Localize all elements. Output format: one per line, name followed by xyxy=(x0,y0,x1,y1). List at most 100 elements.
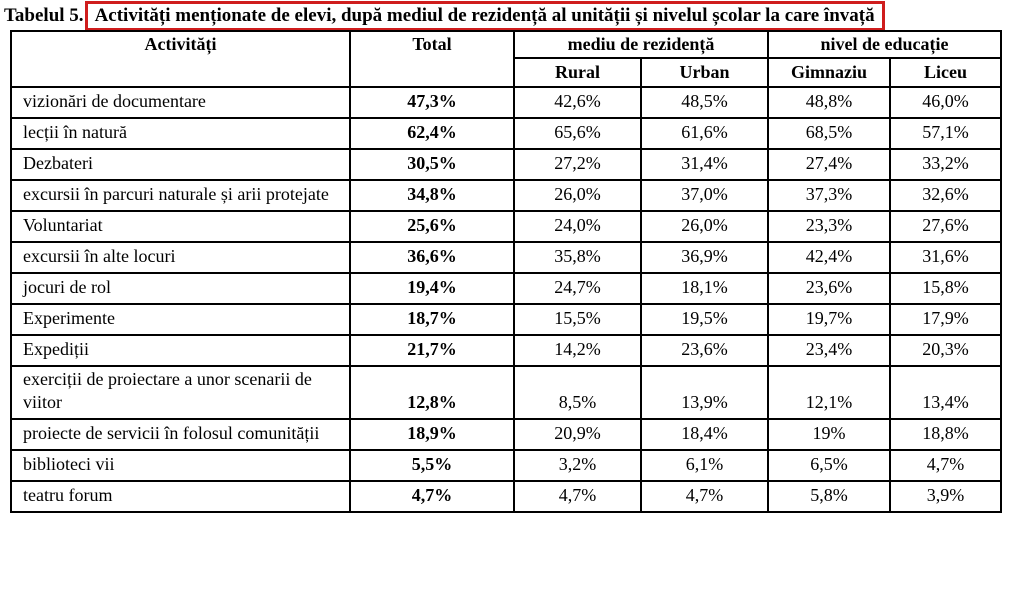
table-row: Expediții 21,7% 14,2% 23,6% 23,4% 20,3% xyxy=(10,334,1002,367)
table-row: lecții în natură 62,4% 65,6% 61,6% 68,5% 57,1… xyxy=(10,117,1002,150)
urban-cell: 37,0% xyxy=(640,179,769,212)
activity-cell: Expediții xyxy=(10,334,351,367)
total-cell: 5,5% xyxy=(349,449,515,482)
rural-cell: 27,2% xyxy=(513,148,642,181)
liceu-cell: 18,8% xyxy=(889,418,1002,451)
rural-cell: 14,2% xyxy=(513,334,642,367)
activity-cell: Dezbateri xyxy=(10,148,351,181)
liceu-cell: 13,4% xyxy=(889,365,1002,420)
table-caption: Tabelul 5. Activități menționate de elev… xyxy=(4,1,885,31)
urban-cell: 61,6% xyxy=(640,117,769,150)
table-row: Voluntariat 25,6% 24,0% 26,0% 23,3% 27,6% xyxy=(10,210,1002,243)
gimnaziu-cell: 23,6% xyxy=(767,272,891,305)
rural-cell: 24,0% xyxy=(513,210,642,243)
activity-cell: lecții în natură xyxy=(10,117,351,150)
activity-cell: excursii în alte locuri xyxy=(10,241,351,274)
liceu-cell: 3,9% xyxy=(889,480,1002,513)
activity-cell: biblioteci vii xyxy=(10,449,351,482)
table-row: exerciții de proiectare a unor scenarii … xyxy=(10,365,1002,420)
col-header-activities: Activități xyxy=(10,30,351,88)
rural-cell: 15,5% xyxy=(513,303,642,336)
gimnaziu-cell: 19,7% xyxy=(767,303,891,336)
total-cell: 30,5% xyxy=(349,148,515,181)
rural-cell: 20,9% xyxy=(513,418,642,451)
col-header-liceu: Liceu xyxy=(889,57,1002,88)
urban-cell: 4,7% xyxy=(640,480,769,513)
header-row-subcolumns: Rural Urban Gimnaziu Liceu xyxy=(11,57,1002,88)
table-row: Dezbateri 30,5% 27,2% 31,4% 27,4% 33,2% xyxy=(10,148,1002,181)
total-cell: 19,4% xyxy=(349,272,515,305)
activity-cell: vizionări de documentare xyxy=(10,86,351,119)
liceu-cell: 20,3% xyxy=(889,334,1002,367)
table-row: jocuri de rol 19,4% 24,7% 18,1% 23,6% 15,8% xyxy=(10,272,1002,305)
total-cell: 4,7% xyxy=(349,480,515,513)
total-cell: 18,7% xyxy=(349,303,515,336)
col-header-rural: Rural xyxy=(513,57,642,88)
liceu-cell: 31,6% xyxy=(889,241,1002,274)
urban-cell: 18,4% xyxy=(640,418,769,451)
gimnaziu-cell: 27,4% xyxy=(767,148,891,181)
table-row: Experimente 18,7% 15,5% 19,5% 19,7% 17,9% xyxy=(10,303,1002,336)
urban-cell: 23,6% xyxy=(640,334,769,367)
rural-cell: 26,0% xyxy=(513,179,642,212)
table-row: excursii în alte locuri 36,6% 35,8% 36,9% 42… xyxy=(10,241,1002,274)
gimnaziu-cell: 19% xyxy=(767,418,891,451)
activity-cell: Voluntariat xyxy=(10,210,351,243)
total-cell: 12,8% xyxy=(349,365,515,420)
activities-table: Activități Total mediu de rezidență nive… xyxy=(10,30,1002,513)
urban-cell: 36,9% xyxy=(640,241,769,274)
gimnaziu-cell: 37,3% xyxy=(767,179,891,212)
col-group-education: nivel de educație xyxy=(767,30,1002,59)
rural-cell: 65,6% xyxy=(513,117,642,150)
rural-cell: 4,7% xyxy=(513,480,642,513)
total-cell: 62,4% xyxy=(349,117,515,150)
urban-cell: 18,1% xyxy=(640,272,769,305)
table-caption-label: Tabelul 5. xyxy=(4,5,84,26)
col-header-urban: Urban xyxy=(640,57,769,88)
total-cell: 34,8% xyxy=(349,179,515,212)
liceu-cell: 15,8% xyxy=(889,272,1002,305)
gimnaziu-cell: 68,5% xyxy=(767,117,891,150)
activity-cell: teatru forum xyxy=(10,480,351,513)
gimnaziu-cell: 23,3% xyxy=(767,210,891,243)
total-cell: 25,6% xyxy=(349,210,515,243)
gimnaziu-cell: 23,4% xyxy=(767,334,891,367)
gimnaziu-cell: 6,5% xyxy=(767,449,891,482)
activity-cell: Experimente xyxy=(10,303,351,336)
activity-cell: exerciții de proiectare a unor scenarii … xyxy=(10,365,351,420)
urban-cell: 26,0% xyxy=(640,210,769,243)
urban-cell: 13,9% xyxy=(640,365,769,420)
col-header-total: Total xyxy=(349,30,515,88)
header-row-groups: Activități Total mediu de rezidență nive… xyxy=(10,30,1002,88)
liceu-cell: 33,2% xyxy=(889,148,1002,181)
gimnaziu-cell: 12,1% xyxy=(767,365,891,420)
liceu-cell: 17,9% xyxy=(889,303,1002,336)
table-row: excursii în parcuri naturale și arii pro… xyxy=(10,179,1002,212)
liceu-cell: 4,7% xyxy=(889,449,1002,482)
table-caption-highlighted-title: Activități menționate de elevi, după med… xyxy=(84,1,885,31)
total-cell: 36,6% xyxy=(349,241,515,274)
gimnaziu-cell: 5,8% xyxy=(767,480,891,513)
total-cell: 21,7% xyxy=(349,334,515,367)
activity-cell: excursii în parcuri naturale și arii pro… xyxy=(10,179,351,212)
col-header-gimnaziu: Gimnaziu xyxy=(767,57,891,88)
liceu-cell: 57,1% xyxy=(889,117,1002,150)
gimnaziu-cell: 48,8% xyxy=(767,86,891,119)
table-row: proiecte de servicii în folosul comunită… xyxy=(10,418,1002,451)
urban-cell: 6,1% xyxy=(640,449,769,482)
liceu-cell: 32,6% xyxy=(889,179,1002,212)
activity-cell: proiecte de servicii în folosul comunită… xyxy=(10,418,351,451)
urban-cell: 31,4% xyxy=(640,148,769,181)
total-cell: 47,3% xyxy=(349,86,515,119)
col-group-residence: mediu de rezidență xyxy=(513,30,769,59)
urban-cell: 48,5% xyxy=(640,86,769,119)
table-row: teatru forum 4,7% 4,7% 4,7% 5,8% 3,9% xyxy=(10,480,1002,513)
table-row: vizionări de documentare 47,3% 42,6% 48,5% 4… xyxy=(10,86,1002,119)
gimnaziu-cell: 42,4% xyxy=(767,241,891,274)
rural-cell: 3,2% xyxy=(513,449,642,482)
urban-cell: 19,5% xyxy=(640,303,769,336)
total-cell: 18,9% xyxy=(349,418,515,451)
rural-cell: 24,7% xyxy=(513,272,642,305)
rural-cell: 8,5% xyxy=(513,365,642,420)
